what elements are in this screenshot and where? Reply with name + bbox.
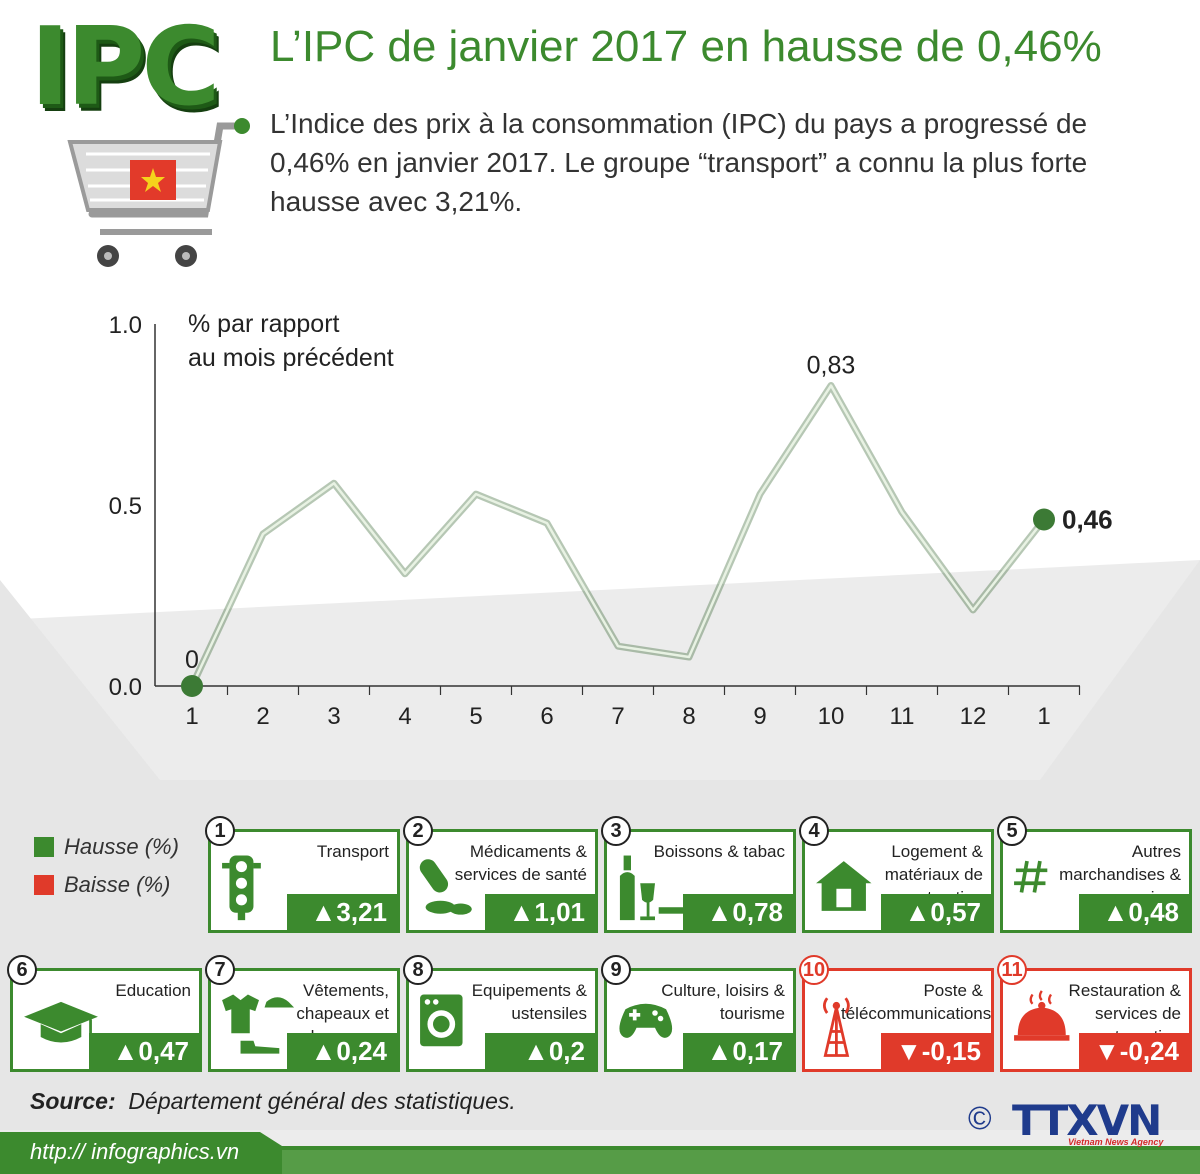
legend-item-hausse: Hausse (%) <box>34 828 179 866</box>
cloche-icon <box>1014 990 1070 1041</box>
data-label: 0,46 <box>1062 504 1113 534</box>
legend-item-baisse: Baisse (%) <box>34 866 179 904</box>
category-number: 7 <box>205 955 235 985</box>
data-label: 0,83 <box>807 352 856 380</box>
category-label: Médicaments & services de santé <box>454 842 587 884</box>
x-tick-label: 11 <box>890 703 915 730</box>
x-tick-label: 2 <box>256 703 269 730</box>
data-label: 0 <box>185 646 199 674</box>
legend-swatch-red <box>34 875 54 895</box>
clothes-icon <box>222 994 295 1054</box>
y-axis-label: au mois précédent <box>188 344 394 372</box>
x-tick-label: 4 <box>398 703 411 730</box>
category-card-10: 10 Poste & télécommunications ▼-0,15 <box>799 955 994 1072</box>
pills-icon <box>419 859 472 915</box>
x-tick-label: 12 <box>960 703 987 730</box>
category-card-9: 9 Culture, loisirs & tourisme ▲0,17 <box>601 955 796 1072</box>
line-chart: 0.0 0.5 1.0 % par rapport au mois précédent 1… <box>109 310 1113 730</box>
y-axis-label: % par rapport <box>188 310 340 338</box>
category-label: Poste & télécommunications <box>841 981 992 1023</box>
page-title: L’IPC de janvier 2017 en hausse de 0,46% <box>270 22 1102 71</box>
category-value: ▲0,57 <box>881 894 991 930</box>
category-value: ▲0,2 <box>485 1033 595 1069</box>
category-number: 2 <box>403 816 433 846</box>
y-tick-label: 1.0 <box>109 312 142 339</box>
category-value: ▲0,17 <box>683 1033 793 1069</box>
category-value: ▼-0,15 <box>881 1033 991 1069</box>
x-tick-label: 1 <box>185 703 198 730</box>
category-value: ▲0,48 <box>1079 894 1189 930</box>
category-number: 5 <box>997 816 1027 846</box>
logo-text: IPC <box>30 5 221 130</box>
source-text: Département général des statistiques. <box>128 1088 516 1114</box>
category-number: 6 <box>7 955 37 985</box>
category-label: Culture, loisirs & tourisme <box>661 981 785 1023</box>
x-tick-label: 7 <box>611 703 624 730</box>
category-number: 11 <box>997 955 1027 985</box>
hash-icon <box>1014 860 1048 893</box>
category-card-6: 6 Education ▲0,47 <box>7 955 202 1072</box>
category-number: 1 <box>205 816 235 846</box>
data-point-last <box>1033 508 1055 531</box>
intro-paragraph: L’Indice des prix à la consommation (IPC… <box>270 108 1088 217</box>
legend-swatch-green <box>34 837 54 857</box>
gamepad-icon <box>619 1003 673 1038</box>
category-card-1: 1 Transport ▲3,21 <box>205 816 400 933</box>
category-value: ▲0,47 <box>89 1033 199 1069</box>
series-line-outline <box>188 382 1047 688</box>
category-number: 4 <box>799 816 829 846</box>
ttxvn-logo-subtitle: Vietnam News Agency <box>1068 1137 1164 1147</box>
washing-machine-icon <box>420 994 463 1047</box>
antenna-tower-icon <box>823 997 850 1057</box>
legend-label: Baisse (%) <box>64 872 171 897</box>
copyright-icon: © <box>968 1100 992 1136</box>
category-number: 9 <box>601 955 631 985</box>
house-icon <box>816 861 872 911</box>
category-label: Boissons & tabac <box>653 842 785 861</box>
source-line: Source: Département général des statisti… <box>30 1088 516 1115</box>
category-value: ▲0,24 <box>287 1033 397 1069</box>
source-label: Source: <box>30 1088 116 1114</box>
series-line <box>190 384 1045 687</box>
x-tick-label: 8 <box>682 703 695 730</box>
traffic-light-icon <box>222 855 261 921</box>
ttxvn-logo: TTXVN <box>1012 1096 1162 1145</box>
category-label: Education <box>115 981 191 1000</box>
footer-bar <box>0 1132 1200 1174</box>
category-number: 10 <box>799 955 829 985</box>
legend-label: Hausse (%) <box>64 834 179 859</box>
category-value: ▲3,21 <box>287 894 397 930</box>
category-card-3: 3 Boissons & tabac ▲0,78 <box>601 816 796 933</box>
category-number: 3 <box>601 816 631 846</box>
x-tick-label: 10 <box>818 703 845 730</box>
category-value: ▲1,01 <box>485 894 595 930</box>
bottle-glass-cigarette-icon <box>619 855 685 921</box>
category-card-8: 8 Equipements & ustensiles ▲0,2 <box>403 955 598 1072</box>
category-value: ▲0,78 <box>683 894 793 930</box>
ipc-cart-logo: IPC <box>30 14 260 274</box>
x-tick-label: 6 <box>540 703 553 730</box>
y-tick-label: 0.0 <box>109 674 142 701</box>
x-tick-label: 5 <box>469 703 482 730</box>
category-card-2: 2 Médicaments & services de santé ▲1,01 <box>403 816 598 933</box>
x-tick-label: 1 <box>1037 703 1050 730</box>
shopping-cart-icon <box>67 118 250 267</box>
category-label: Transport <box>316 842 389 861</box>
x-tick-label: 3 <box>327 703 340 730</box>
category-number: 8 <box>403 955 433 985</box>
legend: Hausse (%) Baisse (%) <box>34 828 179 904</box>
x-tick-label: 9 <box>753 703 766 730</box>
y-tick-label: 0.5 <box>109 493 142 520</box>
category-value: ▼-0,24 <box>1079 1033 1189 1069</box>
data-point-first <box>181 675 203 697</box>
category-label: Equipements & ustensiles <box>471 981 587 1023</box>
footer-url-link[interactable]: http:// infographics.vn <box>30 1139 240 1164</box>
